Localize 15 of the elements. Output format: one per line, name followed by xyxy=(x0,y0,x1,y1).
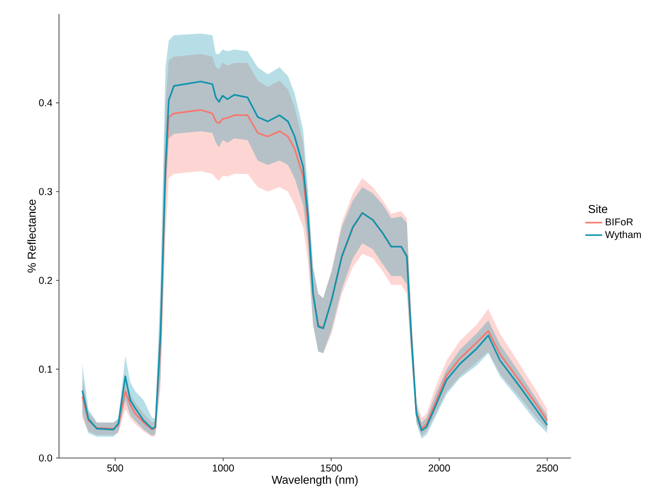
y-axis-title: % Reflectance xyxy=(27,200,36,273)
y-tick-label: 0.3 xyxy=(39,188,52,196)
x-tick-label: 1000 xyxy=(212,464,234,472)
x-tick-label: 2500 xyxy=(536,464,558,472)
y-tick-label: 0.1 xyxy=(39,366,52,373)
x-tick-label: 2000 xyxy=(428,464,450,472)
y-tick-label: 0.0 xyxy=(39,454,52,462)
legend-label: Wytham xyxy=(605,230,641,240)
legend-label: BIFoR xyxy=(606,218,633,226)
legend-title: Site xyxy=(588,204,608,214)
x-axis-title: Wavelength (nm) xyxy=(272,475,358,486)
x-tick-label: 500 xyxy=(107,464,124,472)
y-tick-label: 0.4 xyxy=(39,99,52,106)
x-tick-label: 1500 xyxy=(320,464,342,472)
y-tick-label: 0.2 xyxy=(39,276,52,284)
